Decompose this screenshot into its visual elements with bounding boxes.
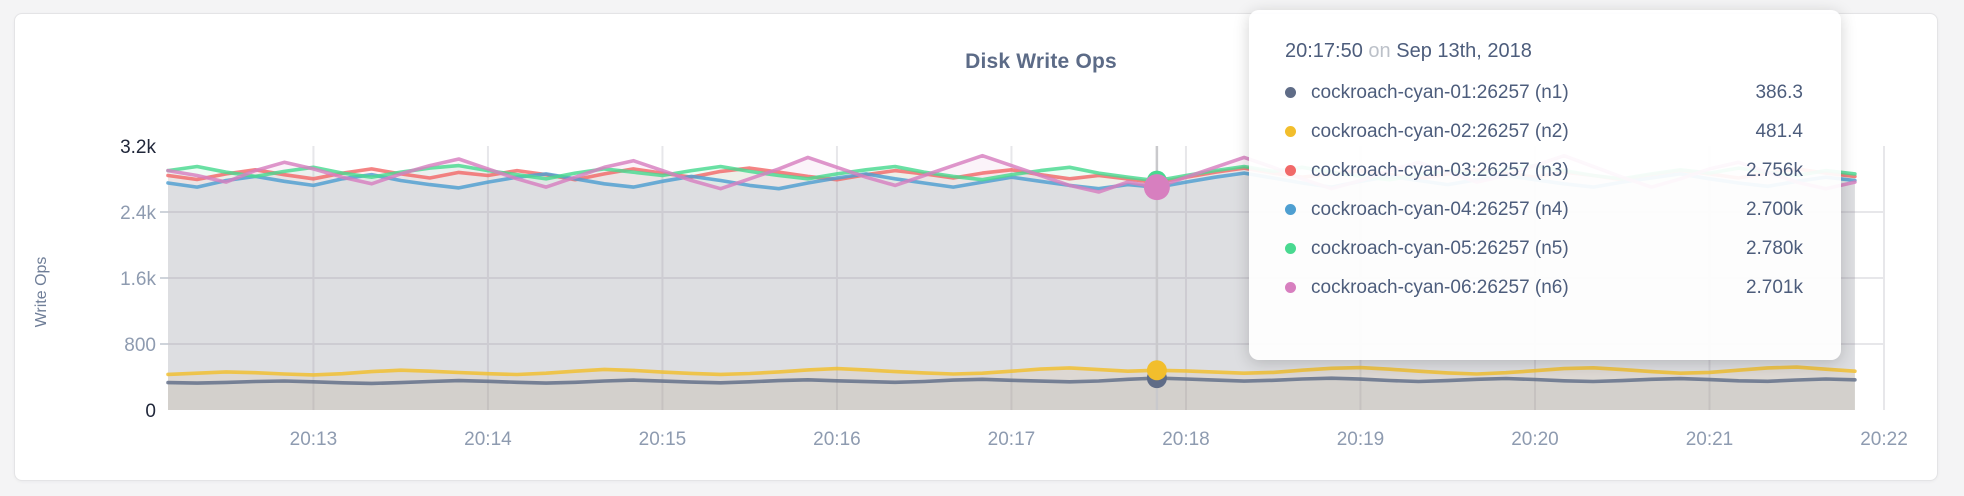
tooltip-series-row: cockroach-cyan-02:26257 (n2) 481.4 <box>1283 112 1803 151</box>
series-color-dot-icon <box>1285 165 1296 176</box>
x-tick-label: 20:15 <box>639 429 687 450</box>
series-value: 2.756k <box>1745 159 1803 181</box>
x-tick-label: 20:17 <box>988 429 1036 450</box>
tooltip-series-row: cockroach-cyan-01:26257 (n1) 386.3 <box>1283 73 1803 112</box>
chart-title: Disk Write Ops <box>965 50 1117 73</box>
series-color-dot-icon <box>1285 243 1296 254</box>
tooltip-series-row: cockroach-cyan-05:26257 (n5) 2.780k <box>1283 229 1803 268</box>
x-tick-label: 20:22 <box>1860 429 1908 450</box>
x-tick-label: 20:18 <box>1162 429 1210 450</box>
series-color-dot-icon <box>1285 87 1296 98</box>
series-label: cockroach-cyan-05:26257 (n5) <box>1311 237 1569 259</box>
series-value: 481.4 <box>1755 120 1803 142</box>
series-color-dot-icon <box>1285 204 1296 215</box>
y-tick-label: 0 <box>145 401 156 422</box>
tooltip-series-row: cockroach-cyan-04:26257 (n4) 2.700k <box>1283 190 1803 229</box>
series-color-dot-icon <box>1285 282 1296 293</box>
series-color-dot-icon <box>1285 126 1296 137</box>
series-label: cockroach-cyan-01:26257 (n1) <box>1311 81 1569 103</box>
series-value: 2.780k <box>1745 237 1803 259</box>
tooltip-date: Sep 13th, 2018 <box>1396 40 1532 62</box>
tooltip-header: 20:17:50 on Sep 13th, 2018 <box>1285 40 1803 63</box>
tooltip-conjunction: on <box>1368 40 1391 62</box>
series-line <box>166 376 1857 386</box>
series-area <box>168 378 1855 410</box>
x-tick-label: 20:21 <box>1686 429 1734 450</box>
series-value: 2.700k <box>1745 198 1803 220</box>
tooltip-series-row: cockroach-cyan-06:26257 (n6) 2.701k <box>1283 268 1803 307</box>
x-tick-label: 20:19 <box>1337 429 1385 450</box>
series-label: cockroach-cyan-04:26257 (n4) <box>1311 198 1569 220</box>
series-label: cockroach-cyan-06:26257 (n6) <box>1311 276 1569 298</box>
series-label: cockroach-cyan-03:26257 (n3) <box>1311 159 1569 181</box>
y-tick-label: 2.4k <box>120 203 156 224</box>
tooltip-rows: cockroach-cyan-01:26257 (n1) 386.3 cockroa… <box>1283 73 1803 307</box>
x-tick-label: 20:20 <box>1511 429 1559 450</box>
series-value: 386.3 <box>1755 81 1803 103</box>
series-area <box>168 367 1855 410</box>
y-tick-label: 1.6k <box>120 269 156 290</box>
series-value: 2.701k <box>1745 276 1803 298</box>
x-tick-label: 20:14 <box>464 429 512 450</box>
y-tick-label: 800 <box>124 335 156 356</box>
tooltip-series-row: cockroach-cyan-03:26257 (n3) 2.756k <box>1283 151 1803 190</box>
y-tick-label: 3.2k <box>120 137 156 158</box>
series-line <box>166 365 1857 377</box>
tooltip-time: 20:17:50 <box>1285 40 1363 62</box>
x-tick-label: 20:16 <box>813 429 861 450</box>
hover-point-dot <box>1146 360 1167 381</box>
hover-point-dot <box>1143 174 1170 201</box>
series-label: cockroach-cyan-02:26257 (n2) <box>1311 120 1569 142</box>
hover-tooltip: 20:17:50 on Sep 13th, 2018 cockroach-cya… <box>1249 10 1841 360</box>
x-tick-label: 20:13 <box>290 429 338 450</box>
